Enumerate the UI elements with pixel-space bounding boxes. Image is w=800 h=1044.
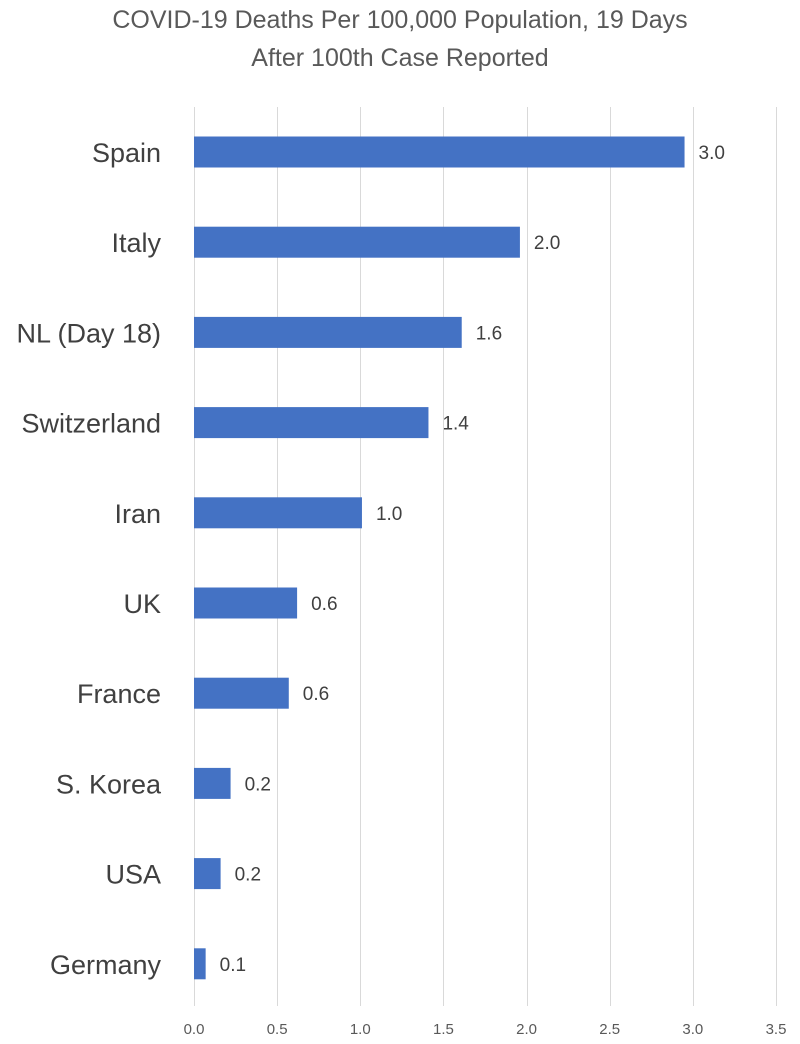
value-label: 1.6	[476, 323, 502, 344]
x-tick-label: 3.5	[766, 1021, 787, 1038]
value-label: 0.1	[220, 955, 246, 976]
x-tick-label: 0.0	[184, 1021, 205, 1038]
bar-3	[194, 407, 429, 439]
value-label: 1.4	[442, 414, 469, 435]
category-label: France	[77, 679, 161, 709]
x-tick-label: 0.5	[267, 1021, 288, 1038]
bar-2	[194, 316, 462, 348]
category-label: Iran	[114, 499, 161, 529]
bar-5	[194, 587, 298, 619]
bar-6	[194, 677, 289, 709]
x-tick-label: 1.5	[433, 1021, 454, 1038]
x-tick-label: 2.5	[599, 1021, 620, 1038]
chart-title-line-2: After 100th Case Reported	[251, 44, 549, 72]
category-label: NL (Day 18)	[16, 318, 161, 348]
bar-9	[194, 948, 206, 980]
bar-1	[194, 226, 520, 258]
value-label: 0.2	[235, 865, 261, 886]
value-label: 2.0	[534, 233, 560, 254]
category-label: Switzerland	[21, 409, 161, 439]
category-label: Germany	[50, 950, 162, 980]
bar-0	[194, 136, 685, 168]
category-label: UK	[123, 589, 161, 619]
value-label: 0.6	[311, 594, 337, 615]
x-tick-label: 1.0	[350, 1021, 371, 1038]
category-label: USA	[105, 860, 161, 890]
value-label: 0.6	[303, 684, 329, 705]
category-label: Italy	[111, 228, 161, 258]
value-label: 1.0	[376, 504, 402, 525]
bar-4	[194, 497, 362, 529]
bar-8	[194, 858, 221, 890]
x-tick-label: 3.0	[682, 1021, 703, 1038]
value-label: 3.0	[699, 143, 725, 164]
category-label: S. Korea	[56, 769, 162, 799]
value-label: 0.2	[245, 774, 271, 795]
category-label: Spain	[92, 138, 161, 168]
bar-7	[194, 767, 231, 799]
chart-title-line-1: COVID-19 Deaths Per 100,000 Population, …	[112, 6, 688, 34]
x-tick-label: 2.0	[516, 1021, 537, 1038]
